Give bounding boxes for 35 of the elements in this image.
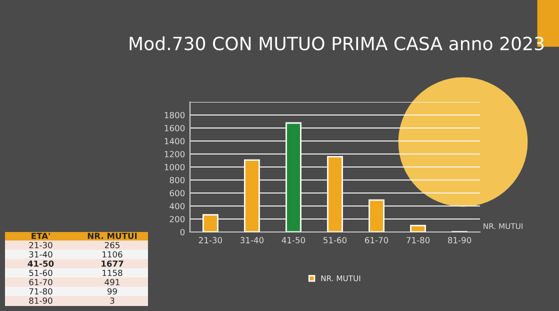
y-tick-label: 1800 bbox=[164, 112, 185, 118]
data-label: 99 bbox=[107, 288, 117, 295]
data-label: 1677 bbox=[102, 260, 124, 267]
category-label: 61-70 bbox=[29, 278, 52, 286]
category-label: 51-60 bbox=[29, 270, 52, 276]
x-tick-label: 51-60 bbox=[324, 237, 347, 244]
x-tick-label: 31-40 bbox=[240, 237, 264, 244]
y-tick-label: 1400 bbox=[164, 138, 185, 144]
chart-title: Mod.730 CON MUTUO PRIMA CASA anno 2023 bbox=[130, 36, 544, 50]
y-tick-label: 1000 bbox=[164, 164, 185, 170]
y-tick-label: 800 bbox=[170, 176, 185, 184]
y-tick-label: 600 bbox=[170, 190, 185, 196]
x-tick-label: 71-80 bbox=[406, 237, 430, 244]
category-label: 71-80 bbox=[29, 288, 52, 295]
category-label: 31-40 bbox=[29, 251, 52, 258]
y-tick-label: 0 bbox=[180, 228, 185, 236]
y-tick-label: 1200 bbox=[164, 150, 185, 158]
data-label: 3 bbox=[110, 297, 114, 304]
category-label: 21-30 bbox=[29, 242, 52, 248]
data-label: 1106 bbox=[102, 251, 122, 258]
x-tick-label: 61-70 bbox=[364, 237, 388, 244]
y-tick-label: 400 bbox=[170, 202, 185, 210]
text: ETA' bbox=[32, 232, 50, 239]
series-label: NR. MUTUI bbox=[88, 232, 137, 240]
x-tick-label: 41-50 bbox=[282, 237, 306, 244]
data-label: 265 bbox=[104, 242, 120, 248]
x-tick-label: 21-30 bbox=[198, 237, 222, 244]
data-label: 491 bbox=[104, 278, 120, 286]
y-tick-label: 1600 bbox=[164, 124, 185, 132]
x-tick-label: 81-90 bbox=[448, 237, 472, 244]
category-label: 81-90 bbox=[29, 297, 52, 304]
bar bbox=[410, 224, 426, 232]
category-label: 41-50 bbox=[28, 260, 54, 267]
y-tick-label: 200 bbox=[170, 216, 185, 222]
data-label: 1158 bbox=[102, 270, 122, 276]
